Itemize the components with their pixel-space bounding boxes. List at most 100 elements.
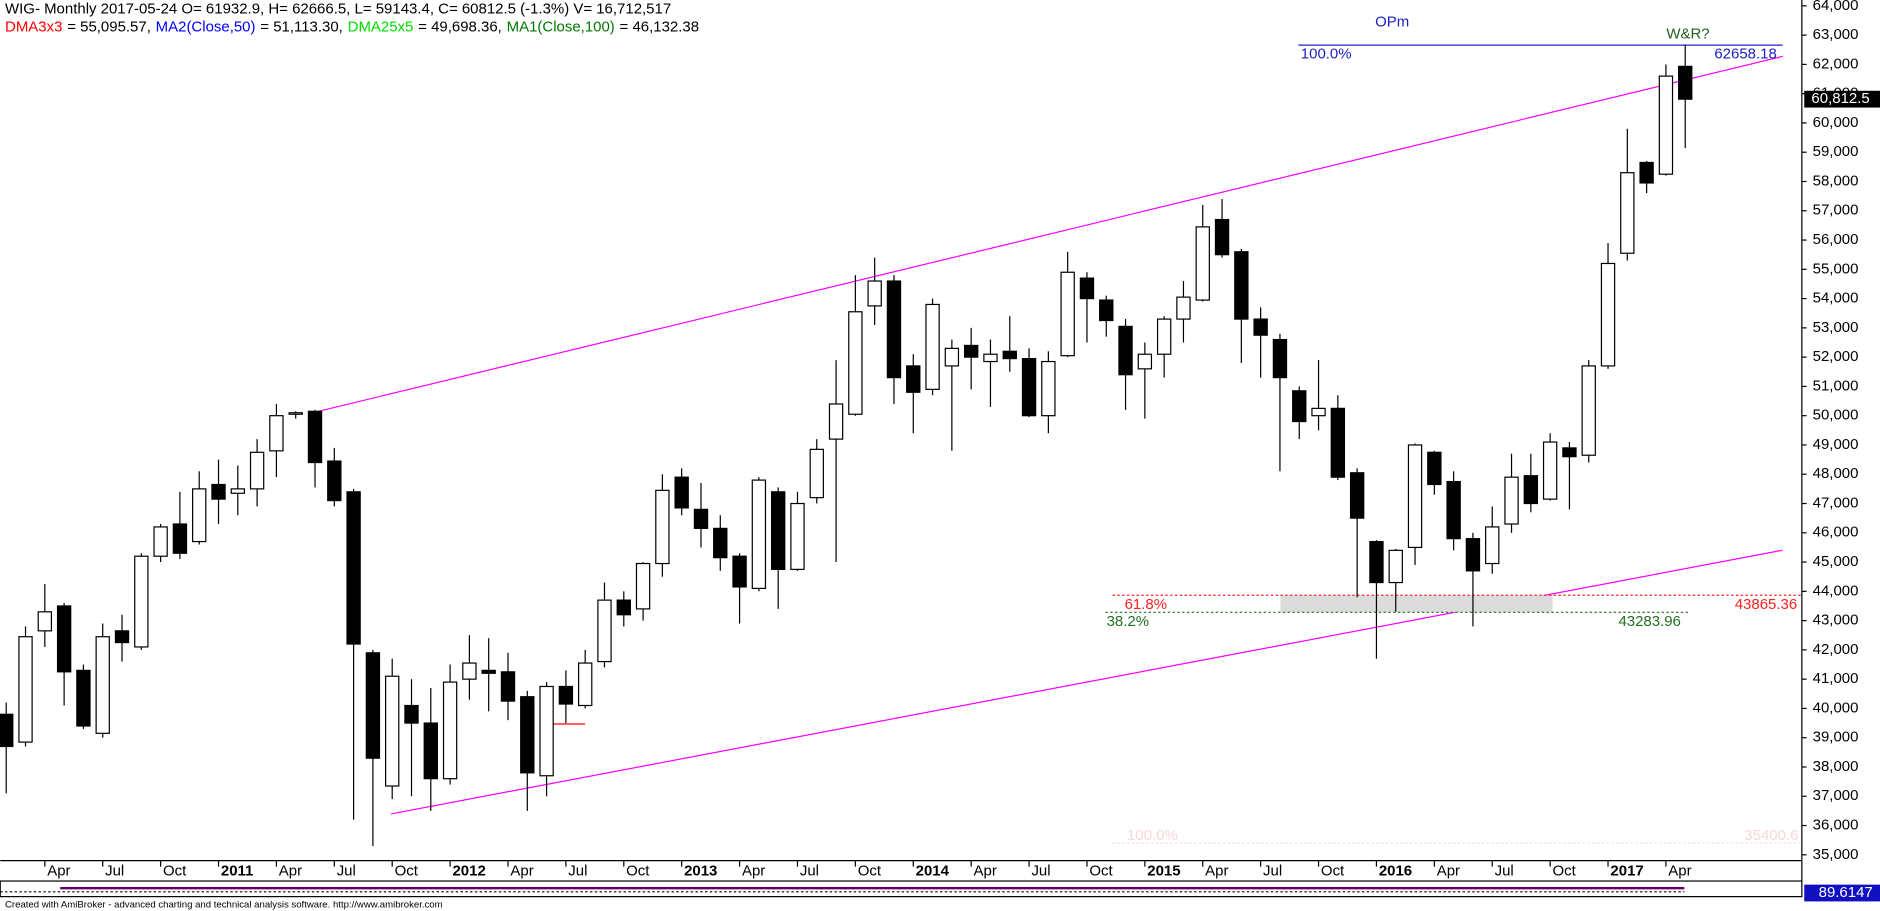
- y-tick-label: 45,000: [1813, 553, 1859, 570]
- candle-body: [1099, 299, 1114, 322]
- candle-body: [520, 696, 535, 774]
- legend-name: DMA3x3: [5, 19, 62, 36]
- candle-body: [1504, 476, 1519, 525]
- candle-body: [1369, 540, 1384, 584]
- candle-body: [732, 555, 747, 588]
- x-tick-label: Oct: [1089, 862, 1113, 879]
- candle-body: [828, 403, 844, 440]
- candle-body: [1272, 338, 1288, 379]
- fib-pct: 61.8%: [1125, 596, 1167, 613]
- candle-body: [616, 599, 631, 616]
- y-tick-label: 48,000: [1813, 465, 1859, 482]
- x-tick-label: Jul: [1263, 862, 1282, 879]
- indicator-last: 89.6147: [1819, 884, 1873, 901]
- x-tick-label: 2013: [684, 862, 717, 879]
- x-tick-label: Apr: [1437, 862, 1460, 879]
- candle-body: [1021, 358, 1037, 417]
- legend-value: = 46,132.38: [620, 19, 700, 36]
- candle-body: [134, 555, 149, 648]
- candle-body: [0, 713, 14, 748]
- candle-body: [713, 527, 728, 559]
- candle-body: [500, 671, 516, 702]
- x-tick-label: Oct: [1553, 862, 1577, 879]
- candle-body: [462, 662, 477, 680]
- candle-body: [655, 489, 670, 565]
- candle-body: [1620, 172, 1635, 254]
- y-tick-label: 56,000: [1813, 231, 1859, 248]
- opm-name: OPm: [1375, 13, 1409, 30]
- opm-pct: 100.0%: [1301, 46, 1352, 63]
- candle-body: [230, 488, 246, 494]
- y-tick-label: 49,000: [1813, 436, 1859, 453]
- x-tick-label: Apr: [47, 862, 70, 879]
- fib-price: 43283.96: [1618, 613, 1680, 630]
- candle-body: [1485, 526, 1500, 565]
- candle-body: [1330, 407, 1346, 478]
- x-tick-label: Oct: [395, 862, 419, 879]
- candle-body: [269, 415, 284, 452]
- legend-value: = 55,095.57,: [67, 19, 151, 36]
- x-tick-label: Apr: [279, 862, 302, 879]
- channel-upper: [314, 55, 1783, 413]
- x-tick-label: Apr: [1668, 862, 1691, 879]
- y-tick-label: 57,000: [1813, 202, 1859, 219]
- candle-body: [1195, 226, 1210, 301]
- y-tick-label: 51,000: [1813, 377, 1859, 394]
- candle-body: [1523, 475, 1539, 505]
- x-tick-label: Apr: [510, 862, 533, 879]
- candle-body: [346, 491, 361, 645]
- candle-body: [539, 685, 554, 777]
- y-tick-label: 38,000: [1813, 758, 1859, 775]
- candle-body: [558, 685, 574, 705]
- candle-body: [1176, 296, 1191, 320]
- candle-body: [867, 280, 882, 307]
- candle-body: [481, 669, 496, 674]
- x-tick-label: 2015: [1147, 862, 1180, 879]
- candle-body: [95, 636, 110, 734]
- fib-pct: 38.2%: [1107, 613, 1149, 630]
- last-price-box: [1804, 90, 1880, 108]
- legend-value: = 49,698.36,: [418, 19, 502, 36]
- candle-body: [76, 669, 91, 727]
- candle-body: [404, 704, 419, 724]
- x-tick-label: Jul: [105, 862, 124, 879]
- candle-body: [1079, 277, 1095, 300]
- y-tick-label: 36,000: [1813, 816, 1859, 833]
- candle-body: [211, 483, 226, 500]
- candle-body: [674, 476, 689, 509]
- candle-body: [1446, 480, 1461, 540]
- x-tick-label: 2016: [1379, 862, 1412, 879]
- y-tick-label: 63,000: [1813, 26, 1859, 43]
- annotation: W&R?: [1666, 25, 1709, 42]
- candle-body: [1600, 262, 1616, 367]
- legend-name: DMA25x5: [348, 19, 414, 36]
- y-tick-label: 39,000: [1813, 729, 1859, 746]
- x-tick-label: 2014: [916, 862, 950, 879]
- y-tick-label: 47,000: [1813, 494, 1859, 511]
- y-tick-label: 54,000: [1813, 290, 1859, 307]
- candle-body: [1658, 75, 1674, 175]
- candle-body: [809, 448, 824, 499]
- candle-body: [925, 303, 940, 390]
- candle-body: [1234, 251, 1249, 320]
- y-tick-label: 50,000: [1813, 407, 1859, 424]
- candle-body: [249, 451, 265, 490]
- candle-body: [423, 722, 438, 780]
- y-tick-label: 60,000: [1813, 114, 1859, 131]
- candle-body: [1465, 538, 1481, 572]
- fib-price: 35400.6: [1744, 827, 1798, 844]
- y-tick-label: 52,000: [1813, 348, 1859, 365]
- candle-body: [1542, 441, 1558, 500]
- candle-body: [1349, 472, 1365, 519]
- legend-name: MA2(Close,50): [156, 19, 256, 36]
- candle-body: [790, 502, 805, 570]
- fib-price: 43865.36: [1735, 596, 1797, 613]
- y-tick-label: 46,000: [1813, 524, 1859, 541]
- candle-body: [944, 347, 960, 367]
- candle-body: [1156, 318, 1172, 355]
- candle-body: [1581, 365, 1596, 456]
- x-tick-label: Apr: [974, 862, 997, 879]
